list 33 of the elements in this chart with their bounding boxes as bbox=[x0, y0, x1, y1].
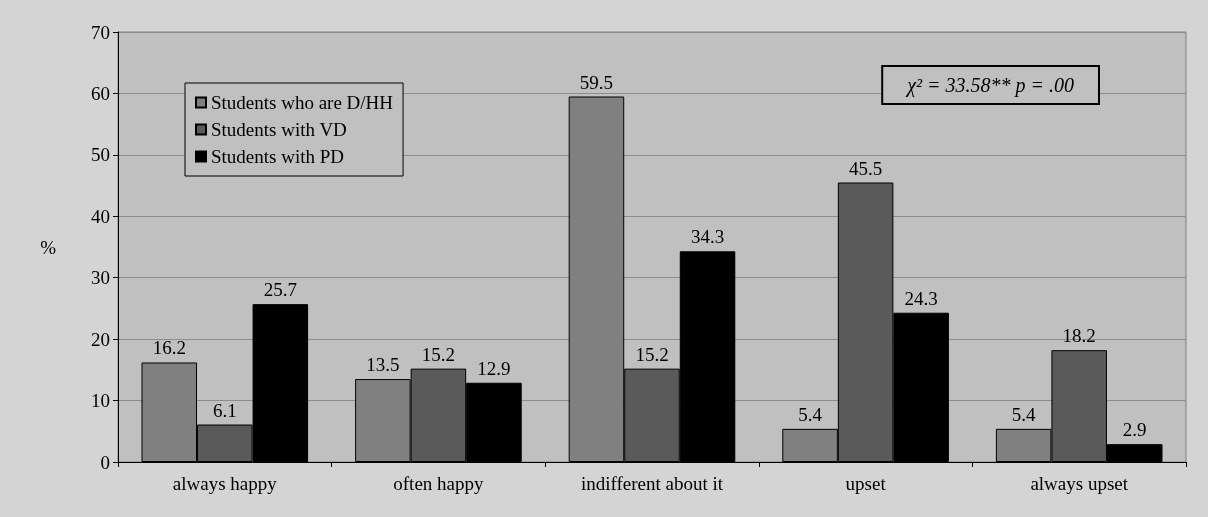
data-label: 13.5 bbox=[366, 354, 400, 376]
legend-label: Students with PD bbox=[211, 146, 345, 167]
x-tick-label: upset bbox=[845, 473, 887, 494]
y-tick-label: 40 bbox=[91, 205, 110, 227]
data-label: 25.7 bbox=[263, 279, 297, 301]
legend-label: Students with VD bbox=[211, 119, 347, 140]
x-tick-label: indifferent about it bbox=[580, 473, 724, 494]
y-tick-label: 0 bbox=[100, 451, 110, 473]
y-tick-label: 10 bbox=[91, 390, 110, 412]
data-label: 59.5 bbox=[579, 71, 614, 93]
y-tick-label: 70 bbox=[91, 21, 110, 43]
annotation: χ² = 33.58** p = .00 bbox=[905, 74, 1075, 97]
data-label: 45.5 bbox=[848, 157, 883, 179]
x-tick-label: often happy bbox=[393, 473, 484, 494]
data-label: 16.2 bbox=[152, 337, 186, 359]
data-label: 24.3 bbox=[904, 287, 938, 309]
y-tick-label: 20 bbox=[91, 328, 110, 350]
y-tick-label: 30 bbox=[91, 267, 110, 289]
x-tick-label: always upset bbox=[1030, 473, 1129, 494]
y-tick-label: 60 bbox=[91, 82, 110, 104]
data-label: 15.2 bbox=[421, 343, 456, 365]
data-label: 5.4 bbox=[798, 403, 823, 425]
y-tick-label: 50 bbox=[91, 144, 110, 166]
data-label: 34.3 bbox=[690, 226, 725, 248]
legend-label: Students who are D/HH bbox=[211, 92, 394, 113]
data-label: 18.2 bbox=[1062, 325, 1096, 347]
data-label: 5.4 bbox=[1011, 403, 1037, 425]
x-tick-label: always happy bbox=[172, 473, 278, 494]
y-axis-title: % bbox=[40, 236, 57, 258]
data-label: 12.9 bbox=[477, 357, 511, 379]
data-label: 6.1 bbox=[212, 399, 237, 421]
data-label: 15.2 bbox=[635, 343, 669, 365]
data-label: 2.9 bbox=[1122, 419, 1147, 441]
